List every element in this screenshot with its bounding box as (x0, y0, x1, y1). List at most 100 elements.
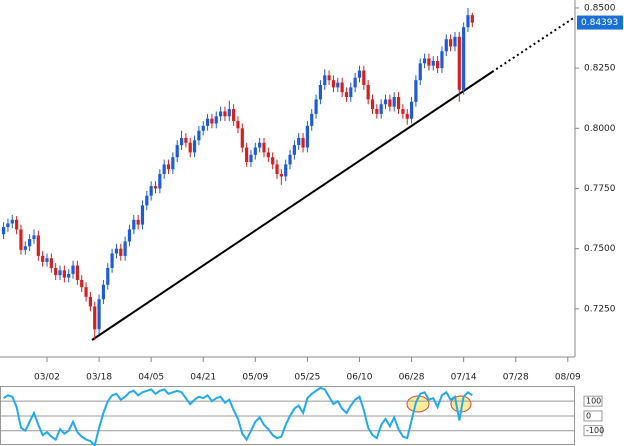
candle-body (41, 255, 45, 262)
candle-body (297, 137, 301, 146)
candle-body (418, 63, 422, 81)
candle-body (366, 84, 370, 100)
candle-body (171, 157, 175, 170)
y-tick-box (583, 425, 603, 437)
candle-body (45, 258, 49, 262)
candle-body (275, 164, 279, 175)
candle-body (370, 99, 375, 110)
candle-body (331, 80, 336, 88)
candle-body (114, 248, 119, 254)
candle-body (436, 60, 440, 69)
candle-body (388, 99, 392, 107)
x-tick-label: 06/28 (399, 373, 425, 383)
candle-body (179, 137, 184, 146)
candle-body (2, 227, 6, 235)
x-tick-label: 04/21 (190, 373, 216, 383)
candle-body (349, 87, 353, 98)
candle-body (227, 109, 231, 117)
candle-body (84, 287, 88, 297)
candle-body (140, 205, 145, 225)
price-label-box (577, 15, 623, 30)
candle-body (440, 51, 444, 69)
candle-body (88, 296, 92, 307)
candle-body (362, 70, 366, 85)
y-tick-label: 0.8500 (584, 3, 616, 13)
candle-body (266, 152, 270, 158)
candle-body (32, 235, 36, 240)
candle-body (392, 97, 396, 107)
candle-body (80, 279, 84, 288)
candle-body (427, 58, 431, 66)
y-tick-box (583, 410, 603, 422)
x-tick-label: 07/28 (503, 373, 529, 383)
candle-body (431, 60, 435, 66)
indicator-line (3, 386, 473, 446)
candle-body (409, 101, 414, 119)
candle-body (54, 267, 58, 276)
candle-body (136, 219, 140, 225)
candle-body (301, 137, 305, 148)
candle-body (240, 128, 244, 148)
candle-body (127, 229, 132, 242)
candle-body (310, 113, 314, 126)
y-tick-label: 0 (586, 411, 591, 420)
x-tick-label: 07/14 (451, 373, 477, 383)
x-tick-label: 05/25 (294, 373, 320, 383)
candle-body (245, 147, 249, 163)
candle-body (6, 223, 10, 228)
x-tick-label: 05/09 (242, 373, 268, 383)
candle-body (201, 125, 205, 131)
trend-line (91, 71, 493, 341)
y-tick-label: -100 (586, 426, 604, 435)
candle-body (219, 111, 223, 117)
x-tick-label: 08/09 (555, 373, 581, 383)
y-tick-label: 100 (586, 397, 601, 406)
candle-body (457, 36, 461, 90)
candle-body (405, 113, 409, 119)
candle-body (379, 104, 383, 114)
candle-body (58, 270, 62, 276)
candle-body (223, 111, 227, 117)
highlight-ellipse (406, 395, 430, 413)
candle-body (375, 109, 379, 114)
candle-body (10, 219, 14, 224)
candle-body (279, 174, 283, 177)
candle-body (236, 121, 240, 129)
candle-body (188, 142, 192, 153)
candle-body (288, 154, 292, 165)
candle-body (396, 97, 401, 110)
candle-body (327, 75, 331, 81)
candle-body (197, 130, 201, 141)
candle-body (15, 219, 19, 230)
candle-body (449, 39, 453, 47)
candle-body (453, 36, 457, 47)
candle-body (49, 258, 53, 268)
y-tick-label: 0.7250 (584, 304, 616, 314)
candle-body (323, 75, 327, 85)
candle-body (336, 82, 340, 88)
candle-body (162, 164, 166, 175)
candle-body (353, 77, 357, 88)
candle-body (210, 118, 214, 124)
x-tick-label: 06/10 (347, 373, 373, 383)
candle-body (106, 267, 110, 285)
y-tick-box (583, 395, 603, 407)
candle-body (192, 140, 197, 153)
candle-body (132, 219, 136, 230)
candle-body (414, 80, 418, 102)
candle-body (71, 265, 75, 274)
candle-body (470, 15, 474, 23)
candle-body (75, 265, 79, 280)
y-tick-label: 0.8250 (584, 64, 616, 74)
candle-body (149, 186, 153, 196)
candle-body (153, 186, 158, 189)
candle-body (401, 109, 405, 114)
candle-body (158, 174, 162, 189)
candle-body (145, 195, 149, 206)
price-label: 0.84393 (581, 18, 618, 28)
candle-body (253, 147, 257, 155)
candle-body (284, 164, 288, 177)
candle-body (344, 92, 349, 98)
candle-body (36, 235, 40, 256)
